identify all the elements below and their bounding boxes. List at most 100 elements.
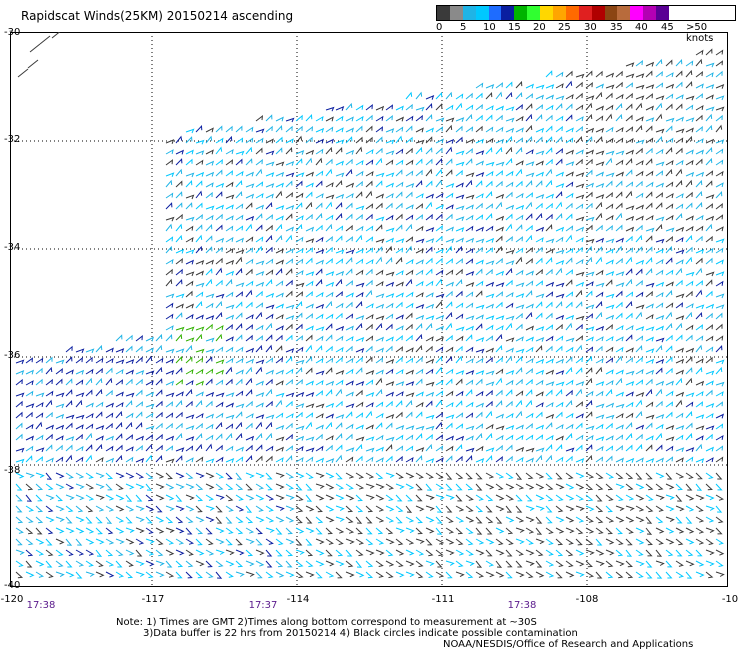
wind-barb xyxy=(475,138,484,144)
wind-barb xyxy=(455,227,465,232)
wind-barb xyxy=(325,345,333,353)
wind-barb xyxy=(635,170,644,177)
wind-barb xyxy=(525,280,534,287)
wind-barb xyxy=(245,347,255,353)
wind-barb xyxy=(15,560,24,567)
wind-barb xyxy=(465,291,474,298)
wind-barb xyxy=(505,347,514,353)
wind-barb xyxy=(15,458,25,464)
wind-barb xyxy=(635,246,643,254)
wind-barb xyxy=(355,136,363,144)
wind-barb xyxy=(685,549,694,557)
wind-barb xyxy=(25,403,35,409)
wind-barb xyxy=(355,104,364,111)
wind-barb xyxy=(605,414,615,420)
wind-barb xyxy=(225,505,234,512)
wind-barb xyxy=(45,571,54,578)
wind-barb xyxy=(445,301,453,309)
wind-barb xyxy=(365,335,374,342)
wind-barb xyxy=(315,116,324,122)
wind-barb xyxy=(545,202,553,210)
wind-barb xyxy=(325,258,333,265)
wind-barb xyxy=(705,48,713,56)
wind-barb xyxy=(665,302,674,309)
wind-barb xyxy=(685,505,695,512)
wind-barb xyxy=(425,538,433,546)
wind-barb xyxy=(55,494,63,502)
wind-barb xyxy=(315,313,324,320)
wind-barb xyxy=(465,172,475,178)
wind-barb xyxy=(405,347,414,353)
wind-barb xyxy=(175,399,183,408)
wind-barb xyxy=(525,103,533,111)
wind-barb xyxy=(175,312,183,320)
wind-barb xyxy=(245,400,253,408)
wind-barb xyxy=(455,345,463,353)
wind-barb xyxy=(595,436,605,441)
wind-barb xyxy=(55,560,64,568)
wind-barb xyxy=(475,150,485,155)
wind-barb xyxy=(235,538,243,546)
wind-barb xyxy=(655,388,663,397)
wind-barb xyxy=(675,347,684,353)
wind-barb xyxy=(125,412,134,419)
wind-barb xyxy=(375,357,383,364)
wind-barb xyxy=(675,203,684,210)
wind-barb xyxy=(545,483,554,491)
wind-barb xyxy=(705,538,714,545)
wind-barb xyxy=(385,336,394,342)
wind-barb xyxy=(415,114,423,122)
wind-barb xyxy=(295,291,303,298)
wind-barb xyxy=(355,322,363,331)
wind-barb xyxy=(215,444,223,452)
wind-barb xyxy=(195,125,203,133)
wind-barb xyxy=(715,505,723,513)
wind-barb xyxy=(295,114,303,122)
wind-barb xyxy=(405,291,414,298)
wind-barb xyxy=(435,269,444,276)
wind-barb xyxy=(105,412,114,419)
wind-barb xyxy=(205,224,213,232)
wind-barb xyxy=(35,456,43,463)
wind-barb xyxy=(445,169,453,177)
wind-barb xyxy=(525,527,535,534)
wind-barb xyxy=(685,432,693,441)
wind-barb xyxy=(405,183,415,188)
wind-barb xyxy=(635,124,643,133)
wind-barb xyxy=(51,32,61,39)
wind-barb xyxy=(705,84,715,89)
wind-barb xyxy=(535,379,544,386)
wind-barb xyxy=(555,249,565,255)
wind-barb xyxy=(495,356,503,364)
wind-barb xyxy=(85,527,95,534)
wind-barb xyxy=(525,358,534,364)
wind-barb xyxy=(285,147,293,155)
wind-barb xyxy=(195,549,205,556)
wind-barb xyxy=(545,369,555,375)
wind-barb xyxy=(295,323,303,331)
wind-barb xyxy=(525,290,533,298)
wind-barb xyxy=(185,225,194,232)
wind-barb xyxy=(665,214,674,221)
wind-barb xyxy=(645,348,655,354)
wind-barb xyxy=(305,126,313,133)
wind-barb xyxy=(215,527,225,534)
wind-barb xyxy=(205,516,215,523)
wind-barb xyxy=(575,335,583,342)
wind-barb xyxy=(55,538,65,545)
wind-barb xyxy=(225,270,235,276)
wind-barb xyxy=(385,391,394,397)
wind-barb xyxy=(455,400,463,408)
wind-barb xyxy=(575,104,584,111)
wind-barb xyxy=(485,84,495,89)
wind-barb xyxy=(545,312,553,320)
wind-barb xyxy=(635,527,645,534)
wind-barb xyxy=(665,93,674,100)
wind-barb xyxy=(295,445,304,452)
wind-barb xyxy=(65,494,75,501)
wind-barb xyxy=(165,538,175,545)
wind-barb xyxy=(595,115,604,122)
wind-barb xyxy=(185,538,195,545)
wind-barb xyxy=(645,483,654,491)
wind-barb xyxy=(255,472,265,479)
